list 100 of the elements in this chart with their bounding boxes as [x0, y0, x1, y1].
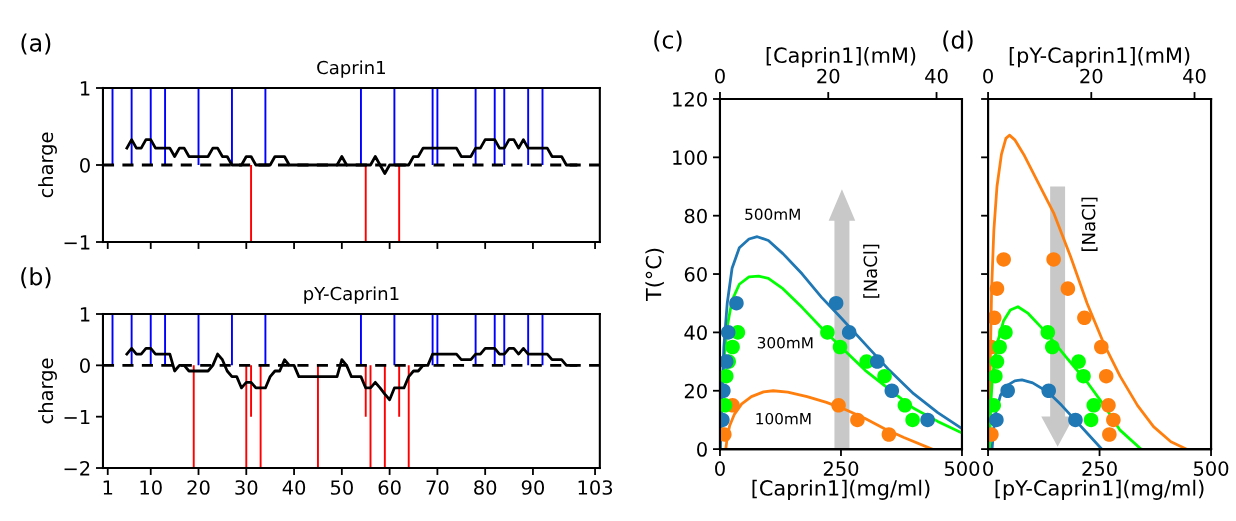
x-tick-label: 500: [1193, 461, 1229, 476]
point: [1106, 412, 1121, 428]
point: [841, 325, 857, 340]
point: [1098, 368, 1114, 384]
text: (b): [21, 267, 51, 289]
y-tick-label: −1: [64, 235, 90, 250]
point: [988, 368, 1003, 384]
x2-axis-title: [pY-Caprin1](mM): [1009, 46, 1190, 68]
x2-tick-label: 0: [983, 68, 993, 84]
point: [869, 354, 885, 369]
point: [1044, 339, 1060, 355]
annotation: [NaCl]: [863, 244, 880, 298]
x-tick-label: 10: [140, 480, 162, 495]
y-tick-label: 0: [80, 358, 90, 374]
point: [877, 368, 892, 384]
y-tick-label: 0: [80, 157, 90, 173]
x-tick-label: 0: [715, 461, 725, 476]
annotation: 300mM: [757, 336, 813, 349]
point: [1041, 383, 1056, 399]
x-axis-title: [Caprin1](mg/ml): [752, 479, 930, 500]
point: [828, 295, 844, 311]
point: [988, 398, 1002, 413]
point: [729, 295, 744, 311]
x-tick-label: 70: [426, 480, 449, 495]
x-tick-label: 1: [103, 480, 113, 495]
point: [988, 310, 1002, 326]
x-tick-label: 250: [1082, 461, 1117, 476]
annotation: 500mM: [745, 208, 800, 221]
point: [1101, 398, 1116, 413]
x-tick-label: 50: [330, 480, 353, 495]
point: [992, 339, 1007, 355]
x-tick-label: 90: [521, 480, 545, 495]
x2-axis-title: [Caprin1](mM): [766, 46, 916, 68]
point: [850, 412, 865, 428]
y-axis-title: T(°C): [645, 248, 664, 302]
point: [1077, 310, 1092, 326]
point: [831, 398, 846, 413]
x-tick-label: 500: [944, 461, 980, 476]
y-tick-label: −2: [64, 460, 90, 476]
y-tick-label: 80: [684, 208, 707, 224]
x2-tick-label: 40: [1183, 68, 1206, 84]
point: [720, 325, 736, 340]
y-tick-label: 120: [673, 91, 707, 107]
x-tick-label: 80: [474, 480, 497, 495]
point: [989, 281, 1005, 296]
point: [897, 398, 913, 413]
y-tick-label: −1: [64, 409, 90, 425]
point: [905, 412, 920, 428]
point: [719, 398, 733, 413]
point: [989, 412, 1004, 428]
point: [832, 339, 848, 355]
y-tick-label: 40: [684, 325, 707, 341]
x-tick-label: 60: [378, 480, 401, 495]
point: [1094, 339, 1109, 355]
chart-title: pY-Caprin1: [304, 286, 399, 304]
point: [1083, 412, 1099, 428]
x2-tick-label: 20: [817, 68, 840, 84]
x-axis-title: [pY-Caprin1](mg/ml): [995, 479, 1204, 500]
y-tick-label: 1: [80, 307, 90, 322]
point: [1068, 412, 1083, 428]
point: [881, 427, 897, 442]
x-tick-label: 20: [187, 480, 210, 495]
point: [996, 252, 1011, 267]
x-tick-label: 40: [282, 480, 306, 495]
text: (a): [21, 33, 51, 55]
x-tick-label: 250: [823, 461, 859, 476]
point: [989, 354, 1005, 369]
point: [1071, 354, 1086, 369]
y-tick-label: 100: [673, 150, 707, 166]
point: [1076, 368, 1091, 384]
point: [820, 325, 835, 340]
x-tick-label: 103: [578, 480, 613, 495]
x2-tick-label: 20: [1080, 68, 1103, 84]
text: (d): [943, 30, 973, 52]
point: [1046, 252, 1061, 267]
point: [998, 325, 1013, 340]
x2-tick-label: 40: [925, 68, 948, 84]
point: [884, 383, 900, 399]
text: (c): [654, 30, 682, 52]
y-tick-label: 1: [80, 81, 90, 96]
point: [1000, 383, 1015, 399]
point: [1086, 398, 1102, 413]
y-axis-title: charge: [38, 132, 57, 198]
chart-title: Caprin1: [317, 60, 385, 78]
x-tick-label: 0: [983, 461, 993, 476]
y-tick-label: 0: [697, 442, 707, 457]
point: [1102, 427, 1117, 442]
annotation: 100mM: [756, 412, 811, 425]
y-axis-title: charge: [38, 358, 57, 424]
point: [725, 339, 740, 355]
point: [1040, 325, 1056, 340]
x2-tick-label: 0: [715, 68, 725, 84]
point: [719, 427, 732, 442]
y-tick-label: 20: [684, 383, 707, 399]
annotation: [NaCl]: [1081, 197, 1098, 251]
x-tick-label: 30: [235, 480, 258, 495]
y-tick-label: 60: [684, 267, 707, 282]
point: [920, 412, 935, 428]
point: [1060, 281, 1076, 296]
point: [719, 368, 734, 384]
